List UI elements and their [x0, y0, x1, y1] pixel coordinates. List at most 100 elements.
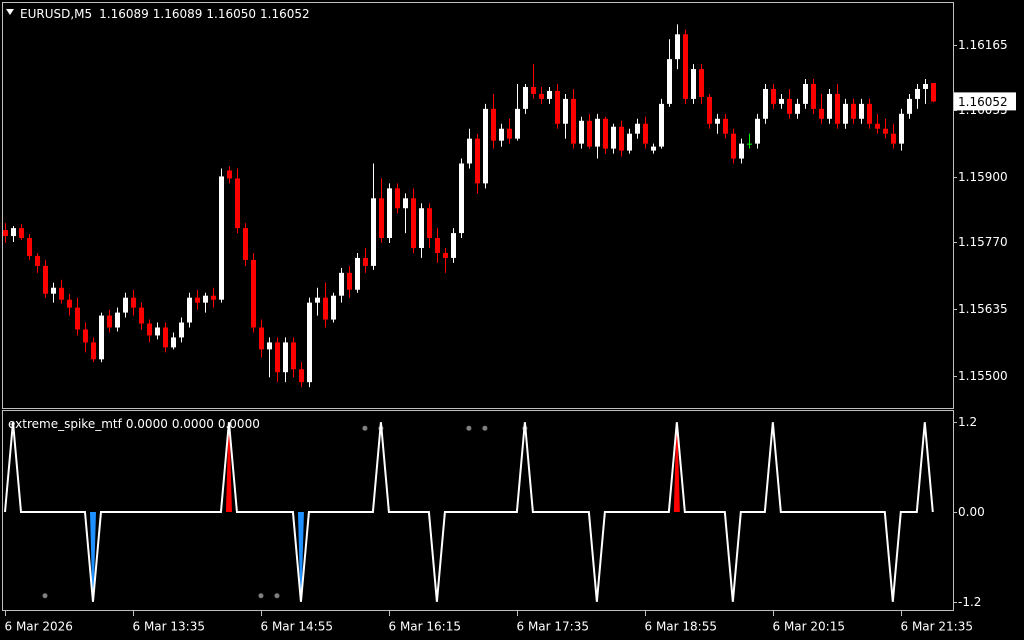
- candle-body: [907, 98, 912, 114]
- symbol: EURUSD,M5: [20, 7, 92, 21]
- candle-body: [155, 327, 160, 336]
- x-tick-label: 6 Mar 13:35: [133, 620, 206, 634]
- candle-body: [259, 327, 264, 350]
- indicator-readout: 0.0000: [172, 417, 214, 431]
- candle-body: [499, 128, 504, 141]
- candle-body: [299, 369, 304, 383]
- candle-body: [443, 252, 448, 258]
- signal-dot: [362, 425, 368, 431]
- candle-body: [875, 123, 880, 129]
- candle-body: [323, 297, 328, 320]
- candle-body: [91, 342, 96, 360]
- candle-body: [187, 297, 192, 323]
- candle-body: [331, 295, 336, 320]
- candle-body: [675, 34, 680, 60]
- y-tick-label: 1.15635: [958, 302, 1008, 316]
- candle-body: [435, 238, 440, 253]
- candle-body: [283, 342, 288, 373]
- candle-body: [83, 329, 88, 343]
- candle-body: [395, 188, 400, 209]
- spike-fill: [89, 511, 96, 602]
- x-tick-label: 6 Mar 14:55: [261, 620, 334, 634]
- candle-body: [715, 118, 720, 124]
- candle-body: [131, 297, 136, 308]
- candle-body: [115, 312, 120, 328]
- candle-body: [347, 272, 352, 290]
- candle-body: [403, 198, 408, 209]
- candle-body: [859, 103, 864, 119]
- candle-body: [427, 208, 432, 239]
- candle-body: [547, 90, 552, 99]
- candle-body: [411, 198, 416, 248]
- candle-body: [755, 118, 760, 144]
- candle-body: [651, 146, 656, 151]
- indicator-name: extreme_spike_mtf: [8, 417, 123, 431]
- collapse-icon[interactable]: [6, 9, 14, 15]
- candle-body: [899, 113, 904, 144]
- candle-body: [515, 108, 520, 139]
- candle-body: [123, 297, 128, 313]
- candle-body: [843, 103, 848, 124]
- candle-body: [147, 323, 152, 336]
- candle-body: [819, 108, 824, 119]
- candle-body: [363, 257, 368, 266]
- candle-body: [315, 297, 320, 303]
- candle-body: [467, 138, 472, 164]
- candle-body: [779, 98, 784, 104]
- candle-body: [419, 208, 424, 248]
- candle-body: [171, 337, 176, 348]
- signal-dot: [482, 425, 488, 431]
- y-tick-label: 1.16165: [958, 38, 1008, 52]
- candle-body: [659, 103, 664, 147]
- candle-body: [99, 315, 104, 360]
- candle-body: [27, 238, 32, 256]
- signal-dot: [258, 593, 264, 599]
- candle-body: [243, 228, 248, 260]
- candle-body: [251, 259, 256, 328]
- candle-body: [371, 198, 376, 266]
- candle-body: [667, 59, 672, 104]
- signal-dot: [42, 593, 48, 599]
- candle-body: [795, 103, 800, 114]
- candle-body: [139, 307, 144, 324]
- candle-body: [163, 327, 168, 348]
- low-readout: 1.16050: [206, 7, 256, 21]
- candle-body: [19, 228, 24, 239]
- candle-body: [307, 302, 312, 383]
- candle-body: [579, 120, 584, 144]
- candle-body: [787, 98, 792, 114]
- candle-body: [811, 84, 816, 109]
- candle-body: [867, 103, 872, 124]
- plot-layer: [3, 24, 936, 602]
- candle-body: [75, 307, 80, 330]
- indicator-readout: 0.0000: [126, 417, 168, 431]
- y-tick-label: 1.15500: [958, 369, 1008, 383]
- candle-body: [195, 297, 200, 303]
- candle-body: [291, 342, 296, 370]
- candle-body: [355, 257, 360, 290]
- candle-body: [203, 295, 208, 303]
- y-tick-label: 1.15770: [958, 235, 1008, 249]
- candle-body: [691, 69, 696, 99]
- candle-body: [851, 103, 856, 119]
- candle-body: [51, 287, 56, 294]
- candle-body: [771, 88, 776, 104]
- x-tick-label: 6 Mar 18:55: [645, 620, 718, 634]
- candle-body: [67, 299, 72, 308]
- candle-body: [235, 178, 240, 229]
- candle-body: [931, 83, 936, 102]
- spike-fill: [673, 422, 680, 512]
- candle-body: [491, 108, 496, 141]
- candle-body: [275, 342, 280, 373]
- candle-body: [571, 98, 576, 144]
- candle-body: [595, 118, 600, 147]
- candle-body: [683, 34, 688, 99]
- open-readout: 1.16089: [99, 7, 149, 21]
- candle-body: [211, 295, 216, 300]
- y-tick-label: 0.00: [958, 505, 985, 519]
- candle-body: [699, 69, 704, 97]
- candle-body: [555, 90, 560, 124]
- x-tick-label: 6 Mar 2026: [5, 620, 73, 634]
- candle-body: [531, 86, 536, 94]
- candle-body: [603, 118, 608, 149]
